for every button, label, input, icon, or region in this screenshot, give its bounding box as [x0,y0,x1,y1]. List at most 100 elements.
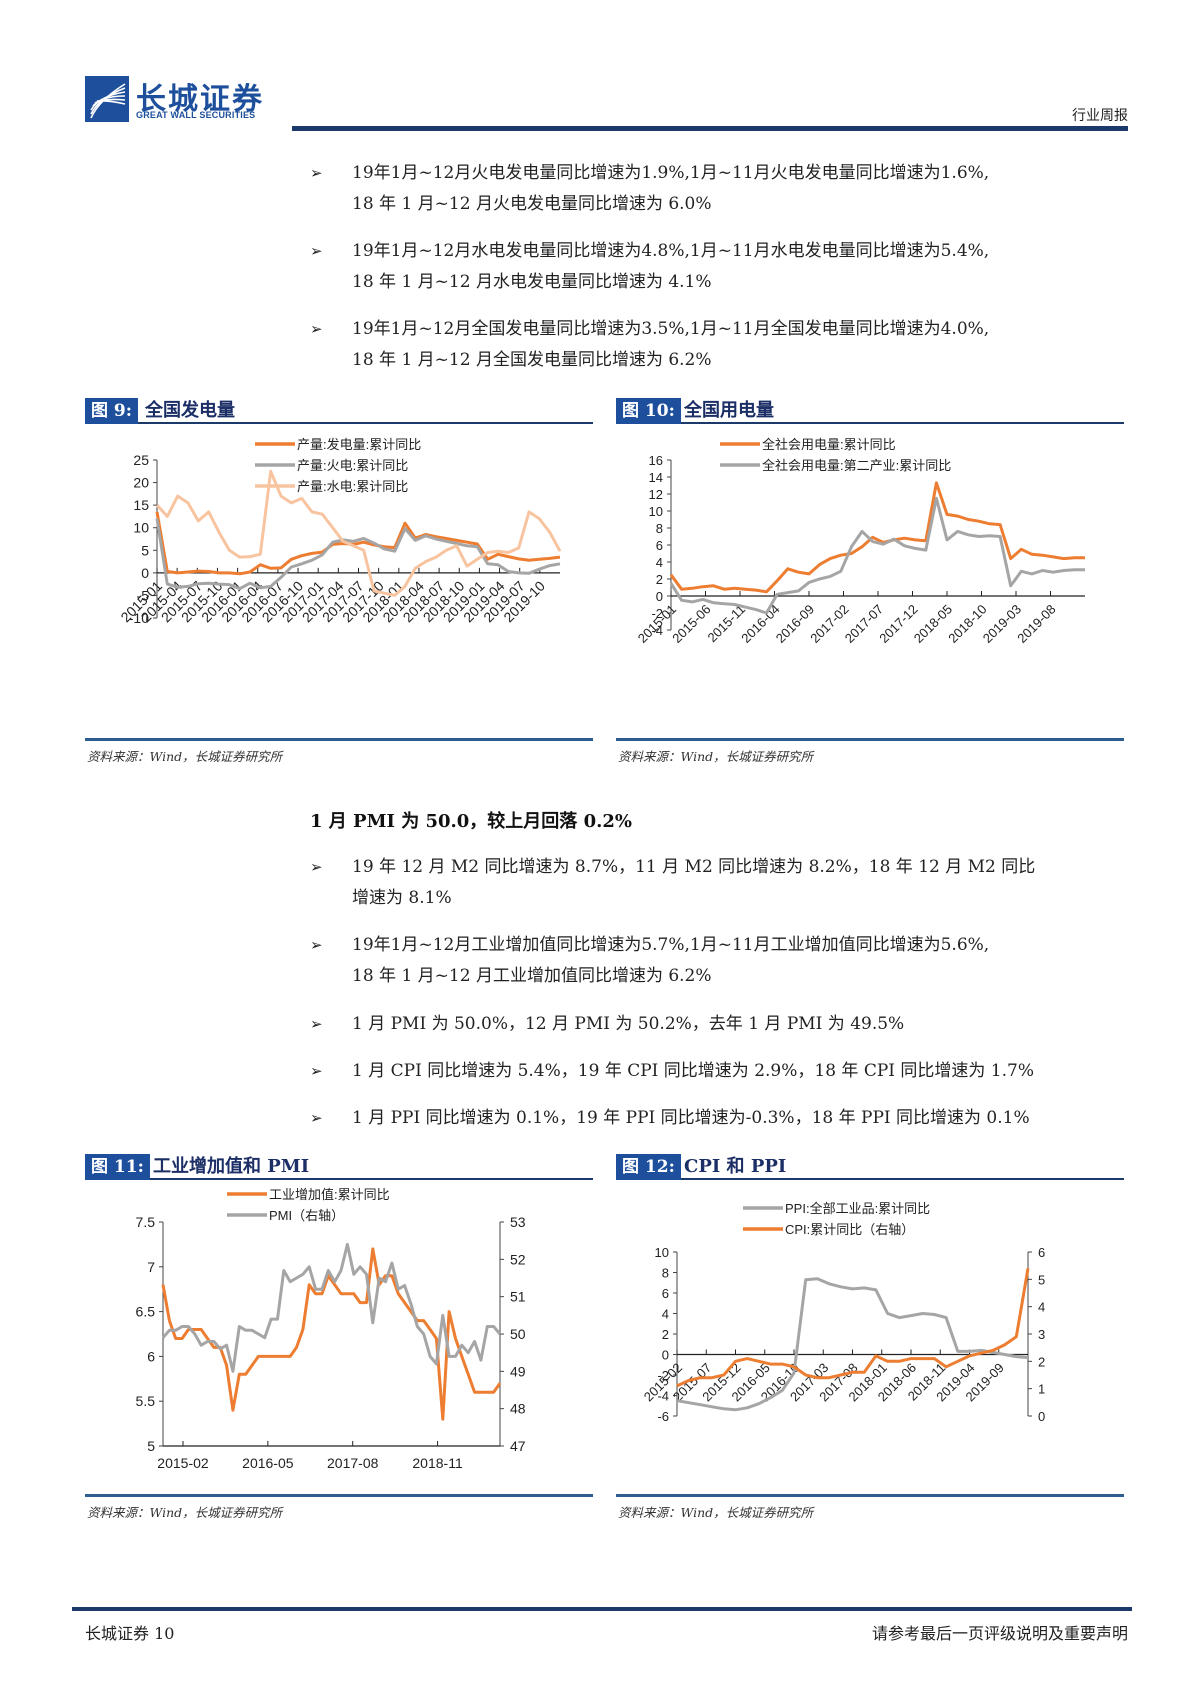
svg-text:-6: -6 [657,1409,669,1424]
svg-text:-5: -5 [137,587,150,603]
svg-text:0: 0 [1038,1409,1045,1424]
bullet-text-line: 1 月 PPI 同比增速为 0.1%，19 年 PPI 同比增速为-0.3%，1… [352,1108,1030,1128]
svg-text:-4: -4 [657,1389,669,1404]
svg-text:6: 6 [1038,1245,1045,1260]
logo-mark [85,76,129,122]
svg-text:6: 6 [147,1348,155,1364]
svg-text:10: 10 [655,1245,669,1260]
svg-text:1: 1 [1038,1382,1045,1397]
logo-wave-icon [85,76,129,122]
svg-text:10: 10 [649,504,663,519]
series-line [676,1277,1029,1412]
bullet-item: ➢ 1 月 PPI 同比增速为 0.1%，19 年 PPI 同比增速为-0.3%… [310,1103,1130,1134]
svg-text:2: 2 [1038,1354,1045,1369]
svg-text:12: 12 [649,487,663,502]
bullet-text-line: 18 年 1 月~12 月水电发电量同比增速为 4.1% [352,272,712,292]
svg-text:5: 5 [147,1438,155,1454]
logo-text-cn: 长城证券 [136,82,264,117]
figure-9-source: 资料来源：Wind，长城证券研究所 [87,749,283,764]
svg-text:PMI（右轴）: PMI（右轴） [269,1208,344,1223]
source-divider [85,738,593,741]
series-line [676,1268,1030,1388]
header-divider [292,126,1128,131]
figure-10-source: 资料来源：Wind，长城证券研究所 [618,749,814,764]
svg-text:48: 48 [510,1401,526,1417]
svg-text:47: 47 [510,1438,526,1454]
arrow-bullet-icon: ➢ [310,320,323,338]
figure-10-title-bar: 图 10: 全国用电量 [616,398,1124,424]
figure-title: 全国发电量 [145,400,235,421]
svg-text:5: 5 [1038,1272,1045,1287]
bullet-item: ➢ 1 月 PMI 为 50.0%，12 月 PMI 为 50.2%，去年 1 … [310,1009,1130,1040]
svg-text:10: 10 [133,520,149,536]
chart-national-power-generation: -10 -5 0 5 10 15 20 25 2015-01 2015-04 2015-07 2015… [95,430,575,720]
bullet-text-line: 18 年 1 月~12 月火电发电量同比增速为 6.0% [352,194,712,214]
bullet-text-line: 19年1月~12月火电发电量同比增速为1.9%,1月~11月火电发电量同比增速为… [352,163,990,183]
svg-text:0: 0 [141,565,149,581]
footer-divider [72,1607,1132,1611]
svg-text:-4: -4 [651,623,663,638]
figure-number: 图 12: [616,1154,681,1180]
series-line [669,496,1085,615]
svg-text:-10: -10 [129,610,149,626]
figure-number: 图 9: [85,398,139,424]
bullet-item: ➢ 19年1月~12月全国发电量同比增速为3.5%,1月~11月全国发电量同比增… [310,314,1130,376]
svg-text:-2: -2 [651,606,663,621]
svg-text:产量:发电量:累计同比: 产量:发电量:累计同比 [297,437,421,452]
bullet-text-line: 增速为 8.1% [352,888,452,908]
svg-text:6.5: 6.5 [136,1304,156,1320]
section-heading: 1 月 PMI 为 50.0，较上月回落 0.2% [310,811,632,832]
svg-text:产量:火电:累计同比: 产量:火电:累计同比 [297,458,408,473]
svg-text:20: 20 [133,475,149,491]
series-line [669,481,1085,594]
svg-text:全社会用电量:累计同比: 全社会用电量:累计同比 [762,437,896,452]
svg-text:0: 0 [656,589,663,604]
figure-11-source: 资料来源：Wind，长城证券研究所 [87,1505,283,1520]
arrow-bullet-icon: ➢ [310,1062,323,1080]
svg-text:51: 51 [510,1289,526,1305]
series-line [161,1242,502,1373]
svg-text:4: 4 [656,555,663,570]
svg-text:5.5: 5.5 [136,1393,156,1409]
source-divider [616,1494,1124,1497]
svg-text:2: 2 [662,1327,669,1342]
chart-industrial-value-added-pmi: 5 5.5 6 6.5 7 7.5 47 48 49 50 51 52 53 2015-02 2016-05… [95,1184,575,1474]
svg-text:16: 16 [649,453,663,468]
figure-11-title-bar: 图 11: 工业增加值和 PMI [85,1154,593,1180]
svg-text:6: 6 [656,538,663,553]
bullet-text-line: 19年1月~12月全国发电量同比增速为3.5%,1月~11月全国发电量同比增速为… [352,319,990,339]
svg-text:5: 5 [141,542,149,558]
bullet-item: ➢ 19 年 12 月 M2 同比增速为 8.7%，11 月 M2 同比增速为 … [310,852,1130,914]
svg-text:0: 0 [662,1348,669,1363]
source-divider [85,1494,593,1497]
figure-12-title-bar: 图 12: CPI 和 PPI [616,1154,1124,1180]
series-line [155,469,562,597]
figure-12-source: 资料来源：Wind，长城证券研究所 [618,1505,814,1520]
svg-text:2017-08: 2017-08 [327,1455,379,1471]
arrow-bullet-icon: ➢ [310,858,323,876]
bullet-text-line: 19年1月~12月水电发电量同比增速为4.8%,1月~11月水电发电量同比增速为… [352,241,990,261]
svg-text:全社会用电量:第二产业:累计同比: 全社会用电量:第二产业:累计同比 [762,458,951,473]
figure-9-title-bar: 图 9: 全国发电量 [85,398,593,424]
bullet-text-line: 18 年 1 月~12 月工业增加值同比增速为 6.2% [352,966,712,986]
svg-text:4: 4 [1038,1300,1045,1315]
svg-text:8: 8 [662,1266,669,1281]
arrow-bullet-icon: ➢ [310,1109,323,1127]
svg-text:52: 52 [510,1251,526,1267]
bullet-item: ➢ 19年1月~12月水电发电量同比增速为4.8%,1月~11月水电发电量同比增… [310,236,1130,298]
chart-cpi-ppi: -6 -4 -2 0 2 4 6 8 10 0 1 2 3 4 5 6 2015-02 2015-07 2015-1… [625,1184,1115,1474]
bullet-item: ➢ 1 月 CPI 同比增速为 5.4%，19 年 CPI 同比增速为 2.9%… [310,1056,1130,1087]
series-line [155,511,561,576]
svg-text:49: 49 [510,1363,526,1379]
figure-number: 图 10: [616,398,681,424]
arrow-bullet-icon: ➢ [310,936,323,954]
svg-text:2019-08: 2019-08 [1014,602,1058,646]
figure-number: 图 11: [85,1154,150,1180]
svg-text:工业增加值:累计同比: 工业增加值:累计同比 [269,1187,390,1202]
svg-text:25: 25 [133,452,149,468]
svg-text:7.5: 7.5 [136,1214,156,1230]
figure-title: 工业增加值和 PMI [153,1156,310,1177]
bullet-text-line: 19年1月~12月工业增加值同比增速为5.7%,1月~11月工业增加值同比增速为… [352,935,990,955]
svg-text:2: 2 [656,572,663,587]
arrow-bullet-icon: ➢ [310,1015,323,1033]
